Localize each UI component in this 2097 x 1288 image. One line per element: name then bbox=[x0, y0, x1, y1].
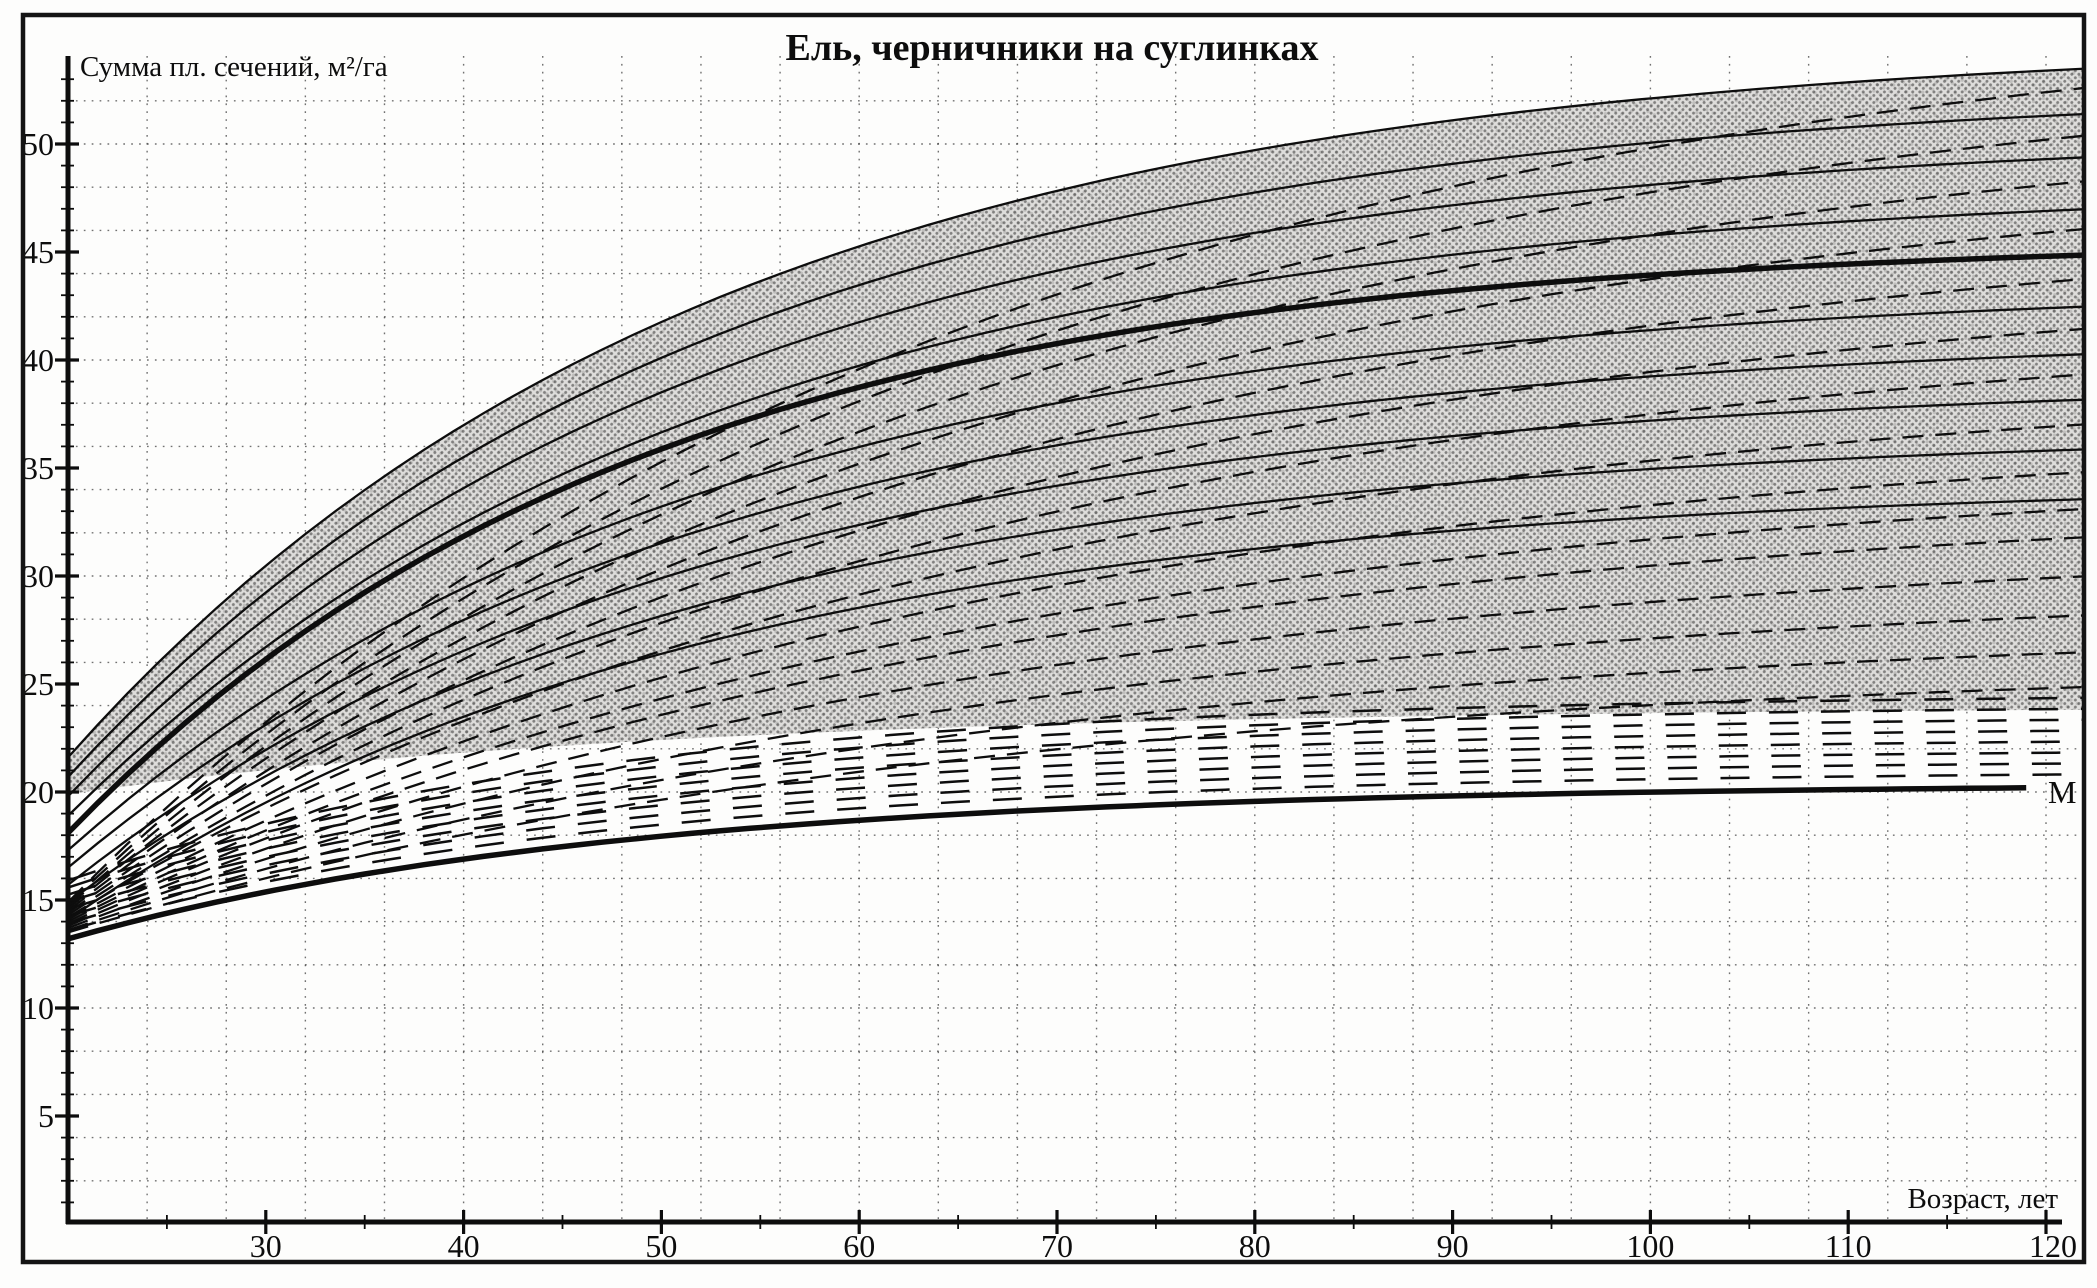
y-axis-label: Сумма пл. сечений, м²/га bbox=[80, 51, 388, 83]
basal-area-isoline bbox=[68, 112, 2083, 778]
minimum-basal-area-curve bbox=[68, 785, 2027, 942]
mean-basal-area-curve bbox=[68, 252, 2083, 835]
x-tick-label: 90 bbox=[1437, 1228, 1469, 1264]
basal-area-isoline bbox=[68, 398, 2083, 886]
y-tick-label: 45 bbox=[22, 234, 54, 270]
basal-area-isoline bbox=[68, 156, 2083, 798]
y-tick-label: 5 bbox=[38, 1098, 54, 1134]
trajectory-dashed-upper bbox=[68, 277, 2083, 912]
trajectory-dashed-upper bbox=[68, 471, 2083, 921]
y-tick-label: 15 bbox=[22, 882, 54, 918]
y-tick-label: 40 bbox=[22, 342, 54, 378]
x-tick-label: 70 bbox=[1041, 1228, 1073, 1264]
y-tick-label: 10 bbox=[22, 990, 54, 1026]
x-tick-label: 30 bbox=[250, 1228, 282, 1264]
basal-area-isoline bbox=[68, 208, 2083, 817]
y-tick-label: 50 bbox=[22, 126, 54, 162]
band-fill-halftone-2 bbox=[68, 68, 2083, 795]
trajectory-dashed-upper bbox=[68, 507, 2083, 923]
trajectory-dashed-lower bbox=[68, 762, 2083, 925]
basal-area-isoline bbox=[68, 305, 2083, 852]
x-axis-label: Возраст, лет bbox=[1907, 1183, 2058, 1215]
x-tick-label: 100 bbox=[1626, 1228, 1674, 1264]
trajectory-dashed-upper bbox=[68, 327, 2083, 914]
y-tick-label: 20 bbox=[22, 774, 54, 810]
chart-title: Ель, черничники на суглинках bbox=[785, 27, 1318, 69]
trajectory-dashed-upper bbox=[68, 227, 2083, 910]
basal-area-isoline bbox=[68, 67, 2083, 759]
y-tick-label: 25 bbox=[22, 666, 54, 702]
x-tick-label: 50 bbox=[645, 1228, 677, 1264]
x-tick-label: 40 bbox=[448, 1228, 480, 1264]
x-tick-label: 80 bbox=[1239, 1228, 1271, 1264]
shaded-band bbox=[68, 68, 2083, 795]
tick-labels: 5 10 15 20 25 30 35 40 45 50 30 40 50 60 70 80 90 100 110 1… bbox=[22, 126, 2077, 1264]
y-tick-label: 30 bbox=[22, 558, 54, 594]
trajectory-dashed-upper bbox=[68, 685, 2083, 934]
minimum-curve-m-label: М bbox=[2048, 774, 2076, 810]
figure-border bbox=[20, 12, 2087, 1265]
trajectory-dashed-upper bbox=[68, 614, 2083, 930]
x-tick-label: 110 bbox=[1825, 1228, 1872, 1264]
x-tick-label: 60 bbox=[843, 1228, 875, 1264]
trajectory-dashed-upper bbox=[68, 651, 2083, 932]
axes-and-ticks bbox=[55, 56, 2062, 1234]
basal-area-isoline bbox=[68, 353, 2083, 869]
curve-families bbox=[68, 67, 2083, 942]
basal-area-isoline bbox=[68, 498, 2083, 921]
x-tick-label: 120 bbox=[2029, 1228, 2077, 1264]
y-tick-label: 35 bbox=[22, 450, 54, 486]
trajectory-dashed-upper bbox=[68, 536, 2083, 925]
trajectory-dashed-lower bbox=[68, 773, 2083, 932]
basal-area-isoline bbox=[68, 448, 2083, 904]
trajectory-dashed-upper bbox=[68, 373, 2083, 917]
trajectory-dashed-upper bbox=[68, 180, 2083, 908]
trajectory-dashed-upper bbox=[68, 423, 2083, 919]
trajectory-dashed-upper bbox=[68, 575, 2083, 927]
